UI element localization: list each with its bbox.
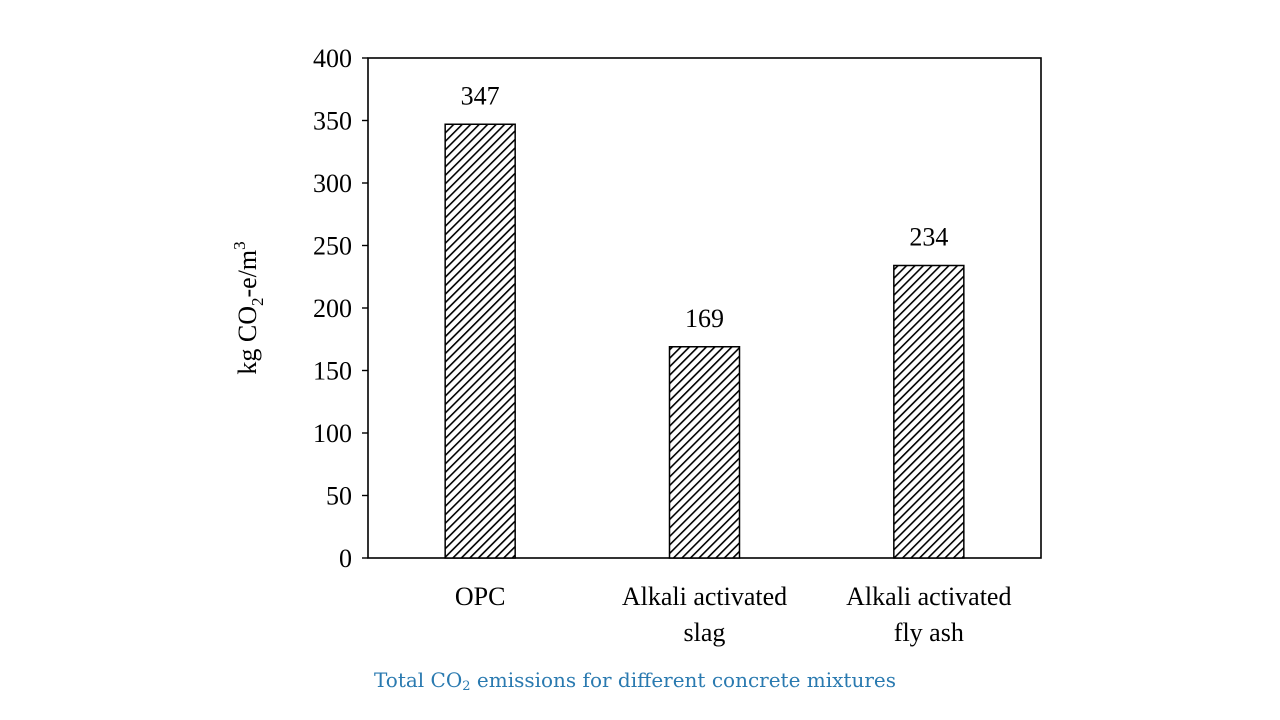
- x-tick-label: Alkali activated: [622, 582, 787, 611]
- bar: [893, 264, 965, 559]
- y-tick-label: 200: [313, 294, 352, 323]
- y-tick-label: 300: [313, 169, 352, 198]
- x-tick-label: OPC: [455, 582, 506, 611]
- y-tick-label: 400: [313, 44, 352, 73]
- data-labels: 347 169 234: [461, 81, 949, 333]
- x-tick-label: fly ash: [894, 618, 964, 647]
- y-label-text: -e/m: [233, 250, 262, 298]
- y-tick-label: 150: [313, 357, 352, 386]
- y-label-superscript: 3: [230, 241, 249, 250]
- caption-prefix: Total CO: [374, 668, 463, 692]
- x-axis-tick-labels: OPC Alkali activated slag Alkali activated f…: [455, 582, 1012, 647]
- caption-subscript: 2: [462, 679, 471, 694]
- y-tick-label: 50: [326, 482, 352, 511]
- y-tick-label: 100: [313, 419, 352, 448]
- y-axis-ticks: 0 50 100 150 200 250 300 350 400: [313, 44, 368, 573]
- y-label-text: kg CO: [233, 306, 262, 375]
- x-tick-label: slag: [684, 618, 726, 647]
- x-tick-label: Alkali activated: [846, 582, 1011, 611]
- data-label: 347: [461, 81, 500, 110]
- bar: [668, 346, 741, 559]
- y-tick-label: 0: [339, 544, 352, 573]
- bars: [444, 123, 965, 559]
- y-label-subscript: 2: [248, 298, 267, 307]
- y-axis-label: kg CO2-e/m3: [230, 241, 267, 374]
- figure-caption: Total CO2 emissions for different concre…: [0, 668, 1270, 694]
- data-label: 234: [909, 223, 948, 252]
- bar-chart: 0 50 100 150 200 250 300 350 400 347 169 234 OPC Al…: [230, 44, 1042, 647]
- y-tick-label: 350: [313, 107, 352, 136]
- caption-suffix: emissions for different concrete mixture…: [470, 668, 896, 692]
- y-tick-label: 250: [313, 232, 352, 261]
- bar: [444, 123, 516, 559]
- data-label: 169: [685, 304, 724, 333]
